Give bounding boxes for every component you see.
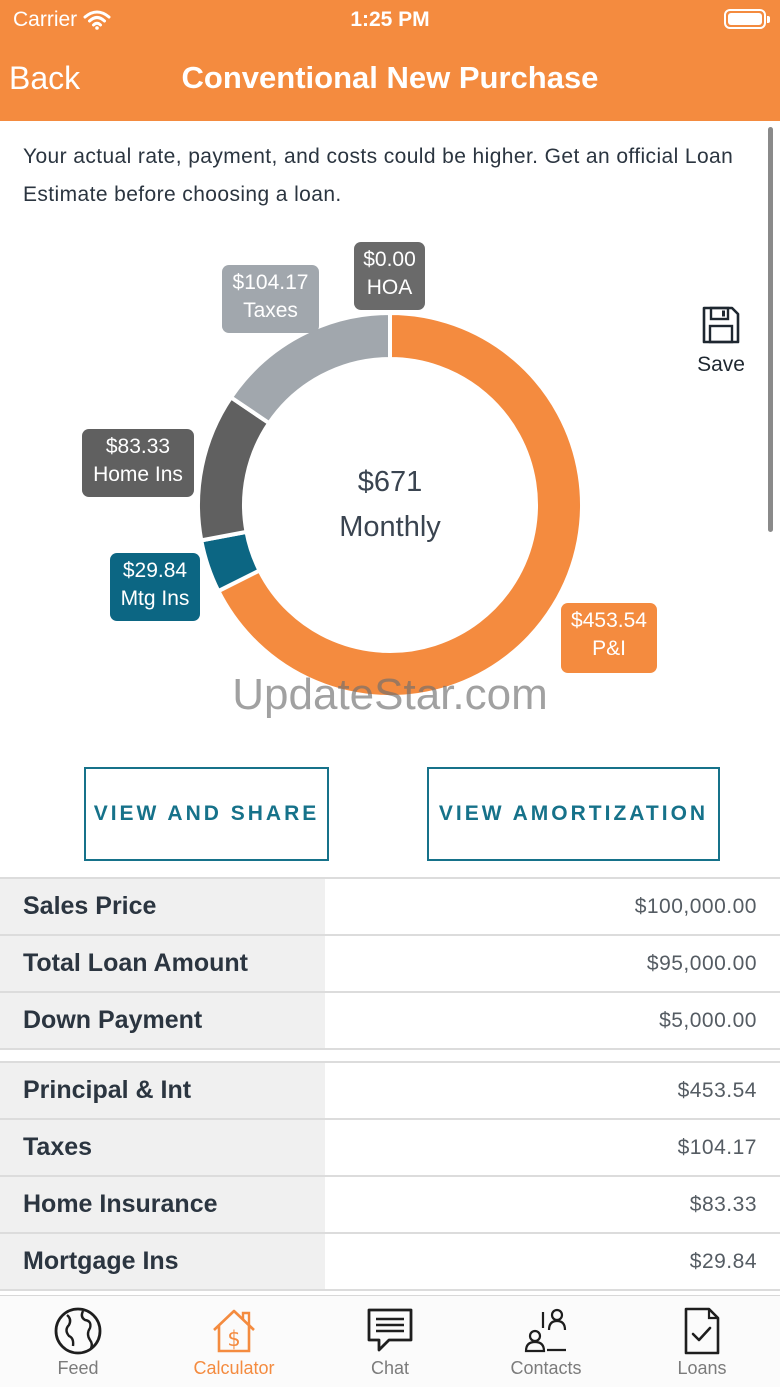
table-row-sales-price[interactable]: Sales Price $100,000.00 <box>0 879 780 936</box>
save-label: Save <box>697 353 745 376</box>
chart-center-label: Monthly <box>339 511 441 543</box>
tag-mortgage-insurance: $29.84 Mtg Ins <box>110 553 200 621</box>
table-row-total-loan-amount[interactable]: Total Loan Amount $95,000.00 <box>0 936 780 993</box>
tag-label: Taxes <box>243 299 298 322</box>
row-label: Principal & Int <box>0 1063 325 1118</box>
svg-text:$: $ <box>227 1327 240 1351</box>
disclaimer-text: Your actual rate, payment, and costs cou… <box>23 145 734 206</box>
view-and-share-button[interactable]: VIEW AND SHARE <box>84 767 329 861</box>
tag-amount: $104.17 <box>232 271 309 294</box>
table-row-mortgage-ins[interactable]: Mortgage Ins $29.84 <box>0 1234 780 1291</box>
row-label: Down Payment <box>0 993 325 1048</box>
tab-label: Contacts <box>510 1358 582 1378</box>
table-row-principal-interest[interactable]: Principal & Int $453.54 <box>0 1063 780 1120</box>
view-amortization-button[interactable]: VIEW AMORTIZATION <box>427 767 720 861</box>
table-row-taxes[interactable]: Taxes $104.17 <box>0 1120 780 1177</box>
table-row-down-payment[interactable]: Down Payment $5,000.00 <box>0 993 780 1050</box>
carrier-indicator: Carrier <box>13 8 111 32</box>
status-time: 1:25 PM <box>350 8 430 31</box>
row-value: $95,000.00 <box>325 936 780 991</box>
row-value: $83.33 <box>325 1177 780 1232</box>
tab-label: Loans <box>677 1358 727 1378</box>
row-value: $5,000.00 <box>325 993 780 1048</box>
donut-slice-taxes <box>228 310 392 426</box>
page-title: Conventional New Purchase <box>181 60 599 95</box>
tab-chat[interactable]: Chat <box>312 1296 468 1387</box>
row-label: Sales Price <box>0 879 325 934</box>
tab-contacts[interactable]: Contacts <box>468 1296 624 1387</box>
tag-amount: $29.84 <box>122 559 188 582</box>
contacts-icon <box>524 1308 567 1353</box>
row-label: Mortgage Ins <box>0 1234 325 1289</box>
row-label: Total Loan Amount <box>0 936 325 991</box>
tab-loans[interactable]: Loans <box>624 1296 780 1387</box>
floppy-disk-icon <box>702 306 740 344</box>
tag-hoa: $0.00 HOA <box>354 242 425 310</box>
tab-bar: Feed $ Calculator Chat Contacts <box>0 1295 780 1387</box>
payment-breakdown-table: Principal & Int $453.54 Taxes $104.17 Ho… <box>0 1061 780 1291</box>
row-value: $100,000.00 <box>325 879 780 934</box>
loan-summary-table: Sales Price $100,000.00 Total Loan Amoun… <box>0 877 780 1050</box>
tab-feed[interactable]: Feed <box>0 1296 156 1387</box>
table-row-home-insurance[interactable]: Home Insurance $83.33 <box>0 1177 780 1234</box>
carrier-label: Carrier <box>13 8 78 31</box>
row-label: Home Insurance <box>0 1177 325 1232</box>
tag-label: Home Ins <box>93 463 183 486</box>
donut-slice-p-i <box>215 310 584 699</box>
nav-header: Carrier 1:25 PM Back Conventional New Pu… <box>0 0 780 121</box>
tag-home-insurance: $83.33 Home Ins <box>82 429 194 497</box>
scrollbar[interactable] <box>768 127 773 532</box>
tag-amount: $0.00 <box>363 248 416 271</box>
chart-center-amount: $671 <box>357 466 423 498</box>
tab-label: Feed <box>57 1358 99 1378</box>
document-check-icon <box>684 1307 720 1355</box>
row-label: Taxes <box>0 1120 325 1175</box>
battery-icon <box>724 9 770 29</box>
tag-taxes: $104.17 Taxes <box>222 265 319 333</box>
wifi-icon <box>83 10 111 30</box>
tag-label: Mtg Ins <box>120 587 190 610</box>
row-value: $29.84 <box>325 1234 780 1289</box>
tag-label: HOA <box>366 276 413 299</box>
status-bar: Carrier 1:25 PM <box>0 0 780 40</box>
row-value: $104.17 <box>325 1120 780 1175</box>
tab-label: Calculator <box>193 1358 275 1378</box>
back-button[interactable]: Back <box>9 60 81 96</box>
tab-label: Chat <box>370 1358 410 1378</box>
watermark: UpdateStar.com <box>232 670 548 719</box>
globe-icon <box>54 1307 102 1355</box>
tag-amount: $453.54 <box>571 609 647 632</box>
tag-principal-interest: $453.54 P&I <box>561 603 657 673</box>
save-button[interactable]: Save <box>690 305 752 385</box>
monthly-payment-chart: $671 Monthly $453.54 P&I $29.84 Mtg Ins … <box>0 230 780 740</box>
tag-amount: $83.33 <box>105 435 171 458</box>
donut-chart <box>196 310 584 699</box>
house-dollar-icon: $ <box>213 1309 255 1353</box>
row-value: $453.54 <box>325 1063 780 1118</box>
tag-label: P&I <box>592 637 626 660</box>
chat-bubble-icon <box>367 1308 413 1352</box>
donut-slice-home-ins <box>196 394 272 543</box>
tab-calculator[interactable]: $ Calculator <box>156 1296 312 1387</box>
